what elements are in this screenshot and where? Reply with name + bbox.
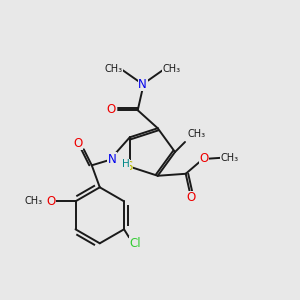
Text: CH₃: CH₃ [105,64,123,74]
Text: O: O [106,103,116,116]
Text: CH₃: CH₃ [188,129,206,139]
Text: O: O [186,191,195,204]
Text: O: O [46,195,55,208]
Text: O: O [199,152,208,165]
Text: H: H [122,159,130,169]
Text: CH₃: CH₃ [163,64,181,74]
Text: N: N [107,153,116,166]
Text: CH₃: CH₃ [221,153,239,163]
Text: Cl: Cl [129,237,141,250]
Text: N: N [138,78,147,91]
Text: O: O [73,137,83,150]
Text: S: S [125,160,133,173]
Text: CH₃: CH₃ [25,196,43,206]
